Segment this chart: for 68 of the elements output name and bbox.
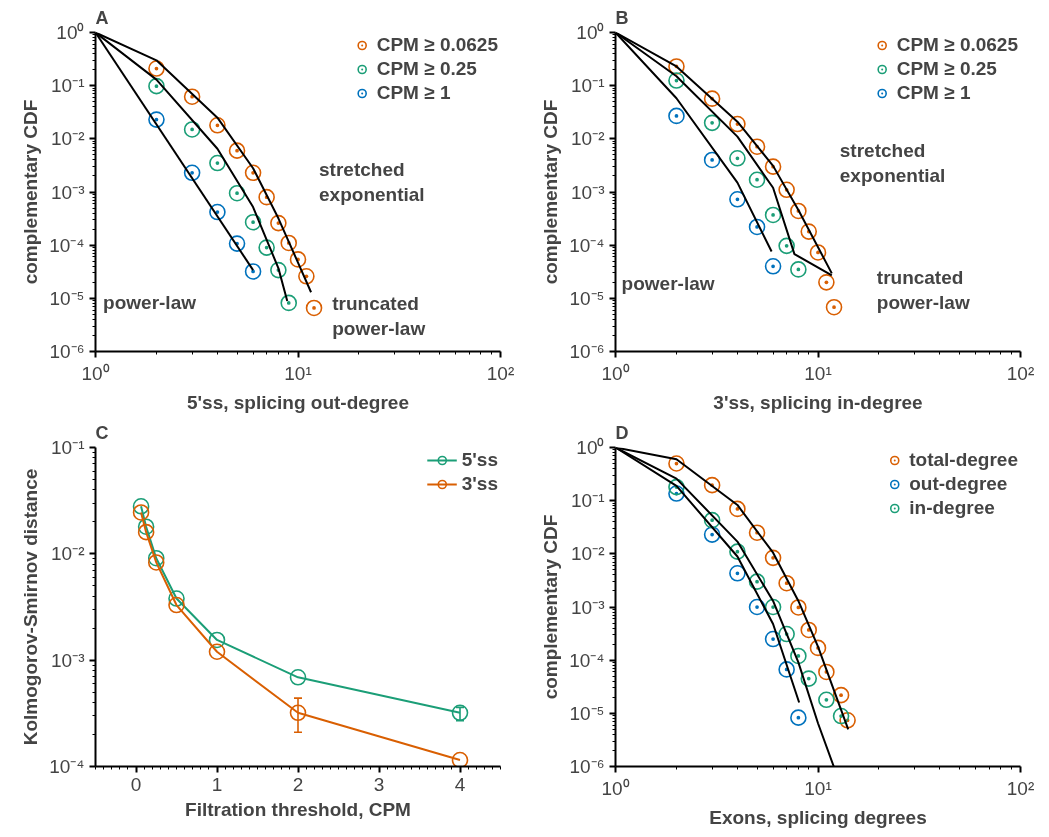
- x-tick-label: 10⁰: [81, 362, 110, 384]
- x-tick-label: 10¹: [284, 362, 312, 384]
- chart-title: B: [615, 7, 629, 28]
- legend-label: 3'ss: [461, 473, 498, 495]
- legend-label: CPM ≥ 0.25: [896, 58, 997, 80]
- chart-title: C: [95, 422, 109, 443]
- legend-label: 5'ss: [461, 449, 498, 471]
- legend-label: CPM ≥ 0.25: [376, 58, 477, 80]
- x-tick-label: 0: [130, 773, 142, 795]
- legend-label: total-degree: [909, 449, 1018, 471]
- x-tick-label: 10²: [1006, 362, 1035, 384]
- legend-label: CPM ≥ 0.0625: [896, 34, 1018, 56]
- legend-label: CPM ≥ 1: [896, 82, 971, 104]
- x-tick-label: 10⁰: [601, 777, 630, 799]
- x-tick-label: 10⁰: [601, 362, 630, 384]
- annotation: power-law: [621, 273, 715, 294]
- annotation: power-law: [103, 291, 197, 313]
- x-tick-label: 2: [292, 773, 304, 795]
- legend-label: CPM ≥ 0.0625: [376, 34, 498, 56]
- y-tick-label: 10⁰: [56, 22, 85, 43]
- x-axis-title: Filtration threshold, CPM: [185, 798, 411, 820]
- y-tick-label: 10⁻⁴: [569, 234, 605, 256]
- y-tick-label: 10⁻⁶: [49, 341, 85, 362]
- legend-label: in-degree: [909, 497, 995, 519]
- y-tick-label: 10⁻⁵: [49, 287, 85, 309]
- annotation: stretched exponential: [319, 159, 425, 206]
- x-tick-label: 10¹: [804, 362, 832, 384]
- y-tick-label: 10⁻³: [571, 596, 605, 618]
- y-tick-label: 10⁻¹: [51, 437, 85, 458]
- y-tick-label: 10⁻⁶: [569, 341, 605, 362]
- y-axis-title: complementary CDF: [540, 99, 562, 285]
- annotation: truncated power-law: [332, 292, 426, 340]
- y-axis-title: Kolmogorov-Smirnov distance: [20, 468, 42, 746]
- y-tick-label: 10⁻¹: [51, 75, 85, 97]
- chart-title: D: [615, 422, 629, 443]
- legend-label: CPM ≥ 1: [376, 82, 451, 104]
- y-tick-label: 10⁻⁴: [49, 756, 85, 777]
- legend-label: out-degree: [909, 473, 1008, 495]
- y-axis-title: complementary CDF: [20, 99, 42, 285]
- y-tick-label: 10⁰: [576, 437, 605, 458]
- y-axis-title: complementary CDF: [540, 514, 562, 700]
- x-tick-label: 10²: [1006, 777, 1035, 799]
- x-axis-title: 5'ss, splicing out-degree: [186, 391, 410, 413]
- x-tick-label: 10²: [486, 362, 515, 384]
- x-tick-label: 1: [211, 773, 223, 795]
- y-tick-label: 10⁻³: [51, 181, 85, 203]
- x-axis-title: 3'ss, splicing in-degree: [713, 391, 923, 413]
- x-tick-label: 3: [373, 773, 385, 795]
- x-axis-title: Exons, splicing degrees: [709, 806, 927, 828]
- annotation: truncated power-law: [876, 267, 970, 314]
- annotation: stretched exponential: [839, 140, 946, 187]
- y-tick-label: 10⁻⁴: [49, 234, 85, 256]
- y-tick-label: 10⁻²: [51, 543, 85, 565]
- y-tick-label: 10⁻⁴: [569, 649, 605, 671]
- y-tick-label: 10⁻³: [571, 181, 605, 203]
- y-tick-label: 10⁻¹: [571, 490, 605, 512]
- y-tick-label: 10⁻²: [571, 128, 605, 150]
- y-tick-label: 10⁻⁵: [569, 287, 605, 309]
- y-tick-label: 10⁻²: [571, 543, 605, 565]
- y-tick-label: 10⁻⁶: [569, 756, 605, 777]
- y-tick-label: 10⁻¹: [571, 75, 605, 97]
- x-tick-label: 10¹: [804, 777, 832, 799]
- x-tick-label: 4: [454, 773, 466, 795]
- chart-title: A: [95, 7, 109, 28]
- y-tick-label: 10⁰: [576, 22, 605, 43]
- y-tick-label: 10⁻⁵: [569, 702, 605, 724]
- y-tick-label: 10⁻³: [51, 649, 85, 671]
- y-tick-label: 10⁻²: [51, 128, 85, 150]
